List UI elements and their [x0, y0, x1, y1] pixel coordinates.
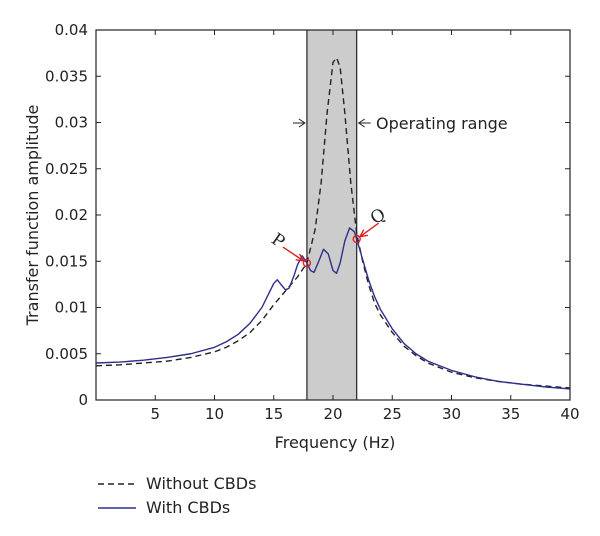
x-tick-label: 30 — [442, 405, 461, 423]
y-tick-label: 0 — [78, 391, 88, 409]
y-tick-label: 0.02 — [55, 206, 88, 224]
point-marker-p — [302, 258, 312, 268]
y-tick-label: 0.005 — [45, 345, 88, 363]
legend-label-with-cbds: With CBDs — [146, 498, 230, 517]
y-axis-label: Transfer function amplitude — [23, 105, 42, 327]
operating-range-annotation: Operating range — [292, 114, 508, 133]
y-tick-label: 0.04 — [55, 21, 88, 39]
x-tick-label: 10 — [205, 405, 224, 423]
x-tick-label: 40 — [560, 405, 579, 423]
y-tick-label: 0.03 — [55, 114, 88, 132]
x-tick-label: 20 — [323, 405, 342, 423]
series-line-with-cbds — [95, 227, 571, 390]
curves-layer — [95, 57, 571, 390]
y-tick-label: 0.035 — [45, 67, 88, 85]
x-tick-label: 5 — [150, 405, 160, 423]
y-tick-label: 0.01 — [55, 299, 88, 317]
operating-range-label: Operating range — [376, 114, 508, 133]
plot-background — [306, 30, 358, 400]
x-tick-label: 35 — [501, 405, 520, 423]
x-tick-label: 25 — [383, 405, 402, 423]
y-tick-label: 0.025 — [45, 160, 88, 178]
series-line-without-cbds — [95, 57, 571, 389]
range-arrow-left-head — [298, 118, 306, 128]
range-arrow-right-head — [357, 118, 365, 128]
point-arrow-p — [282, 246, 304, 262]
point-arrow-q — [359, 222, 380, 238]
point-label-q: Q — [367, 205, 389, 229]
legend: Without CBDs With CBDs — [98, 474, 256, 517]
y-tick-label: 0.015 — [45, 252, 88, 270]
legend-label-without-cbds: Without CBDs — [146, 474, 256, 493]
x-tick-label: 15 — [264, 405, 283, 423]
ticks-layer: 5 10 15 20 25 30 35 40 0 0.005 0.01 0.015 0.02 0.025 0… — [45, 21, 580, 423]
x-axis-label: Frequency (Hz) — [275, 433, 396, 452]
point-marker-q — [352, 234, 361, 244]
operating-range-band — [306, 30, 357, 400]
